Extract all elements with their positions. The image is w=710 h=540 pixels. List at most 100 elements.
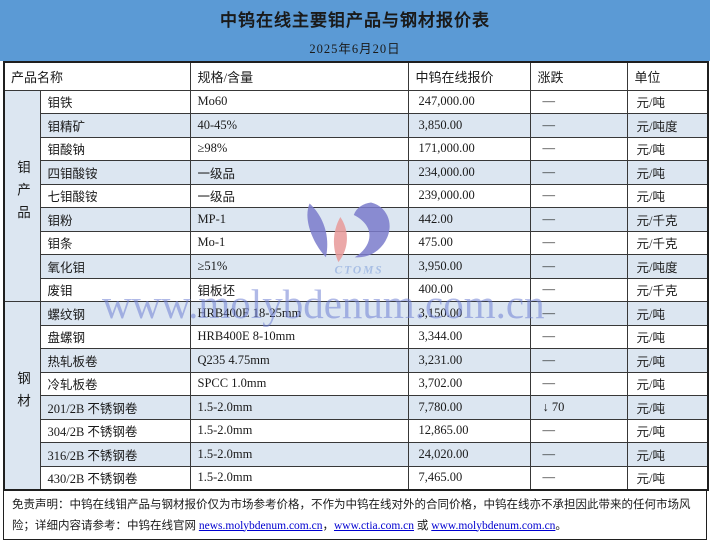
- cell-unit: 元/吨: [626, 324, 709, 349]
- group-label-text: 钼产品: [15, 160, 30, 228]
- cell-product: 废钼: [39, 277, 191, 302]
- table-row: 废钼 钼板坯 400.00— 元/千克: [4, 277, 709, 302]
- cell-spec: 1.5-2.0mm: [189, 418, 409, 443]
- cell-change: —: [529, 324, 628, 349]
- link-news-molybdenum[interactable]: news.molybdenum.com.cn: [198, 519, 323, 532]
- cell-product: 316/2B 不锈钢卷: [39, 442, 191, 467]
- cell-product: 钼精矿: [39, 113, 191, 138]
- cell-price: 171,000.00: [407, 136, 531, 161]
- cell-unit: 元/吨: [626, 395, 709, 420]
- cell-product: 钼铁: [39, 89, 191, 114]
- cell-price: 3,702.00: [407, 371, 531, 396]
- report-date: 2025年6月20日: [309, 42, 401, 56]
- cell-change: —: [529, 183, 628, 208]
- cell-change: —: [529, 160, 628, 185]
- disclaimer-separator: ，: [322, 519, 334, 532]
- cell-change: —: [529, 371, 628, 396]
- cell-product: 螺纹钢: [39, 301, 191, 326]
- table-row: 316/2B 不锈钢卷 1.5-2.0mm 24,020.00— 元/吨: [4, 442, 709, 467]
- cell-unit: 元/千克: [626, 230, 709, 255]
- disclaimer-conjunction: 或: [414, 519, 432, 532]
- cell-unit: 元/吨: [626, 348, 709, 373]
- link-ctia[interactable]: www.ctia.com.cn: [333, 519, 415, 532]
- cell-product: 430/2B 不锈钢卷: [39, 465, 191, 490]
- cell-change: —: [529, 442, 628, 467]
- cell-change: —: [529, 254, 628, 279]
- cell-unit: 元/吨: [626, 136, 709, 161]
- cell-spec: 一级品: [189, 183, 409, 208]
- disclaimer-text: 免责声明：中钨在线钼产品与钢材报价仅为市场参考价格，不作为中钨在线对外的合同价格…: [12, 498, 691, 532]
- cell-product: 氧化钼: [39, 254, 191, 279]
- cell-product: 201/2B 不锈钢卷: [39, 395, 191, 420]
- cell-unit: 元/吨: [626, 160, 709, 185]
- cell-change: —: [529, 113, 628, 138]
- cell-spec: 钼板坯: [189, 277, 409, 302]
- cell-spec: MP-1: [189, 207, 409, 232]
- cell-unit: 元/吨: [626, 301, 709, 326]
- cell-spec: 一级品: [189, 160, 409, 185]
- col-header-unit: 单位: [626, 61, 709, 91]
- cell-spec: HRB400E 8-10mm: [189, 324, 409, 349]
- cell-unit: 元/吨: [626, 418, 709, 443]
- cell-product: 四钼酸铵: [39, 160, 191, 185]
- cell-product: 钼酸钠: [39, 136, 191, 161]
- cell-price: 3,150.00: [407, 301, 531, 326]
- cell-spec: 1.5-2.0mm: [189, 465, 409, 490]
- cell-unit: 元/吨: [626, 371, 709, 396]
- table-row: 钼条 Mo-1 475.00— 元/千克: [4, 230, 709, 255]
- cell-product: 钼粉: [39, 207, 191, 232]
- cell-unit: 元/吨: [626, 465, 709, 490]
- price-table: 产品名称 规格/含量 中钨在线报价 涨跌 单位 钼产品 钼铁 Mo60 247,000…: [3, 61, 710, 491]
- cell-unit: 元/吨: [626, 183, 709, 208]
- table-row: 七钼酸铵 一级品 239,000.00— 元/吨: [4, 183, 709, 208]
- col-header-change: 涨跌: [529, 61, 628, 91]
- cell-product: 冷轧板卷: [39, 371, 191, 396]
- table-row: 304/2B 不锈钢卷 1.5-2.0mm 12,865.00— 元/吨: [4, 418, 709, 443]
- cell-price: 3,950.00: [407, 254, 531, 279]
- cell-price: 3,850.00: [407, 113, 531, 138]
- cell-unit: 元/吨度: [626, 113, 709, 138]
- cell-price: 442.00: [407, 207, 531, 232]
- col-header-price: 中钨在线报价: [407, 61, 531, 91]
- header-row: 产品名称 规格/含量 中钨在线报价 涨跌 单位: [3, 61, 709, 91]
- table-row: 四钼酸铵 一级品 234,000.00— 元/吨: [4, 160, 709, 185]
- cell-price: 247,000.00: [407, 89, 531, 114]
- cell-change: —: [529, 89, 628, 114]
- cell-price: 400.00: [407, 277, 531, 302]
- cell-spec: 40-45%: [189, 113, 409, 138]
- cell-unit: 元/千克: [626, 207, 709, 232]
- link-molybdenum[interactable]: www.molybdenum.com.cn: [431, 519, 556, 532]
- title-band: 中钨在线主要钼产品与钢材报价表 2025年6月20日: [0, 0, 710, 61]
- cell-product: 七钼酸铵: [39, 183, 191, 208]
- table-row: 钢材 螺纹钢 HRB400E 18-25mm 3,150.00— 元/吨: [3, 301, 709, 490]
- cell-spec: Mo-1: [189, 230, 409, 255]
- group-label: 钼产品: [3, 89, 41, 302]
- table-row: 盘螺钢 HRB400E 8-10mm 3,344.00— 元/吨: [4, 324, 709, 349]
- cell-change: —: [529, 301, 628, 326]
- cell-spec: ≥51%: [189, 254, 409, 279]
- cell-price: 7,465.00: [407, 465, 531, 490]
- cell-price: 475.00: [407, 230, 531, 255]
- cell-unit: 元/吨: [626, 442, 709, 467]
- cell-product: 304/2B 不锈钢卷: [39, 418, 191, 443]
- table-row: 冷轧板卷 SPCC 1.0mm 3,702.00— 元/吨: [4, 371, 709, 396]
- table-row: 钼粉 MP-1 442.00— 元/千克: [4, 207, 709, 232]
- cell-change: ↓ 70: [529, 395, 628, 420]
- cell-price: 7,780.00: [407, 395, 531, 420]
- page-title: 中钨在线主要钼产品与钢材报价表: [220, 11, 490, 30]
- col-header-spec: 规格/含量: [189, 61, 409, 91]
- cell-spec: 1.5-2.0mm: [189, 442, 409, 467]
- disclaimer-period: 。: [555, 519, 567, 532]
- cell-price: 24,020.00: [407, 442, 531, 467]
- cell-spec: Q235 4.75mm: [189, 348, 409, 373]
- cell-spec: ≥98%: [189, 136, 409, 161]
- cell-change: —: [529, 207, 628, 232]
- cell-unit: 元/吨: [626, 89, 709, 114]
- table-row: 430/2B 不锈钢卷 1.5-2.0mm 7,465.00— 元/吨: [4, 465, 709, 490]
- cell-unit: 元/千克: [626, 277, 709, 302]
- cell-price: 12,865.00: [407, 418, 531, 443]
- cell-change: —: [529, 230, 628, 255]
- disclaimer: 免责声明：中钨在线钼产品与钢材报价仅为市场参考价格，不作为中钨在线对外的合同价格…: [3, 489, 707, 540]
- cell-spec: 1.5-2.0mm: [189, 395, 409, 420]
